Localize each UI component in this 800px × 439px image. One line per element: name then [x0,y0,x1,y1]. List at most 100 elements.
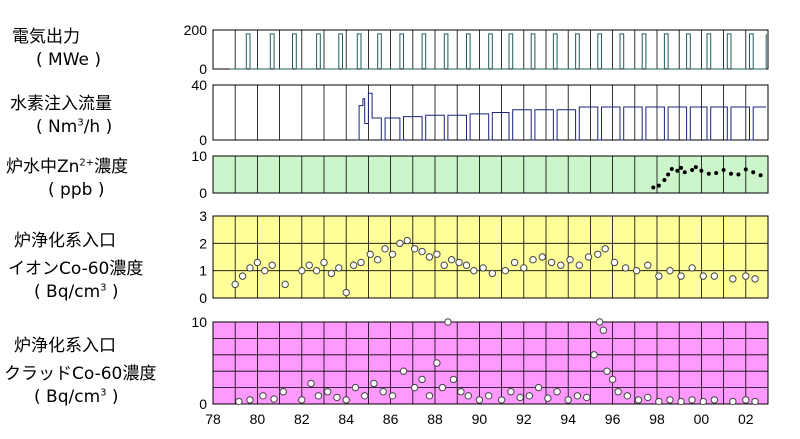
panel-5-data-point [425,392,434,400]
panel-4-data-point [440,261,448,269]
panel-5-data-point [599,326,608,334]
panel-4-data-point [666,266,674,275]
panel-4-data-point [557,261,565,269]
panel-5-data-point [333,393,341,402]
panel-5-data-point [418,375,426,384]
panel-1-frame [212,29,769,70]
x-tick-label: 84 [338,411,354,427]
panel-5-data-point [324,388,332,396]
panel-5-data-point [677,397,685,406]
panel-5-data-point [666,396,674,404]
panel-2-ytick-label: 40 [191,77,207,93]
panel-5-data-point [751,397,759,406]
x-tick-label: 94 [560,411,576,427]
panel-4-data-point [610,258,619,267]
panel-5-data-point [270,395,278,403]
panel-4-data-point [699,272,707,280]
panel-3-data-point [699,168,704,173]
panel-5-data-point [342,396,350,404]
panel-1-ytick-label: 0 [199,61,207,77]
panel-5-background [213,322,768,404]
panel-3-background [213,156,768,193]
panel-5-label-line2: クラッドCo-60濃度 [4,364,157,384]
panel-4-background [213,216,768,298]
panel-5-data-point [484,392,493,400]
panel-4-data-point [710,272,719,280]
panel-4-ytick-label: 3 [199,208,207,224]
panel-4-data-point [418,247,426,256]
panel-4-data-point [312,266,321,275]
panel-5-data-point [623,392,632,400]
panel-4-data-point [455,258,463,267]
panel-1-background [213,30,768,69]
panel-3-data-point [743,167,748,172]
panel-5-data-point [307,379,315,388]
x-tick-label: 02 [738,411,754,427]
panel-1-series-line [229,33,767,70]
panel-4-data-point [305,261,313,269]
panel-5-data-point [608,375,617,384]
panel-4-data-point [261,266,269,275]
panel-3-data-point [721,168,726,173]
panel-5-data-point [603,367,611,375]
x-tick-label: 78 [205,411,221,427]
panel-4-data-point [366,250,374,258]
panel-5-data-point [259,392,267,400]
panel-4-data-point [381,245,389,253]
panel-5-data-point [410,383,419,392]
x-tick-label: 90 [472,411,488,427]
panel-3-data-point [690,168,695,173]
panel-5-ytick-label: 0 [199,396,207,412]
panel-5-data-point [464,392,472,400]
panel-2-label-line2: ( Nm3/h ) [36,117,113,137]
panel-4-data-point [238,272,247,280]
panel-4-data-point [349,261,358,269]
panel-5-data-point [573,392,582,400]
panel-5-data-point [449,375,458,384]
panel-5-data-point [370,379,378,388]
panel-3-data-point [662,178,667,183]
panel-4-data-point [479,264,487,272]
panel-3-data-point [679,165,684,170]
panel-4-data-point [253,258,262,267]
panel-5-data-point [516,393,524,402]
panel-4-data-point [447,256,456,264]
panel-5-data-point [314,392,323,400]
panel-4-data-point [621,264,630,272]
panel-5-data-point [564,396,572,404]
panel-5-data-point [655,397,663,406]
panel-4-data-point [729,275,737,283]
panel-4-data-point [538,253,546,261]
panel-4-data-point [335,264,343,272]
x-tick-label: 82 [294,411,310,427]
panel-5-label-line3: ( Bq/cm3 ) [34,387,119,407]
x-tick-label: 88 [427,411,443,427]
panel-5-data-point [361,392,369,400]
panel-3-data-point [693,165,698,170]
x-tick-label: 80 [250,411,266,427]
panel-4-data-point [632,266,641,275]
panel-4-data-point [357,258,365,267]
panel-4-data-point [655,272,663,280]
panel-4-data-point [410,245,419,253]
panel-2-series-line [357,92,767,141]
panel-4-data-point [742,272,750,280]
panel-5-data-point [699,397,707,406]
panel-1-label-line1: 電気出力 [12,27,80,47]
panel-3-data-point [675,168,680,173]
panel-5-data-point [534,383,543,392]
panel-2-label-line1: 水素注入流量 [10,94,112,114]
panel-3-data-point [714,171,719,176]
panel-4-data-point [529,256,537,264]
panel-5-data-point [457,388,465,396]
panel-5-data-point [590,351,598,359]
panel-5-data-point [388,392,397,400]
panel-5-data-point [644,393,652,402]
panel-5-data-point [583,393,591,402]
panel-4-data-point [320,258,328,267]
panel-4-data-point [501,266,509,275]
panel-5-ytick-label: 10 [191,314,207,330]
panel-3-data-point [751,170,756,175]
panel-5-frame [212,321,769,405]
